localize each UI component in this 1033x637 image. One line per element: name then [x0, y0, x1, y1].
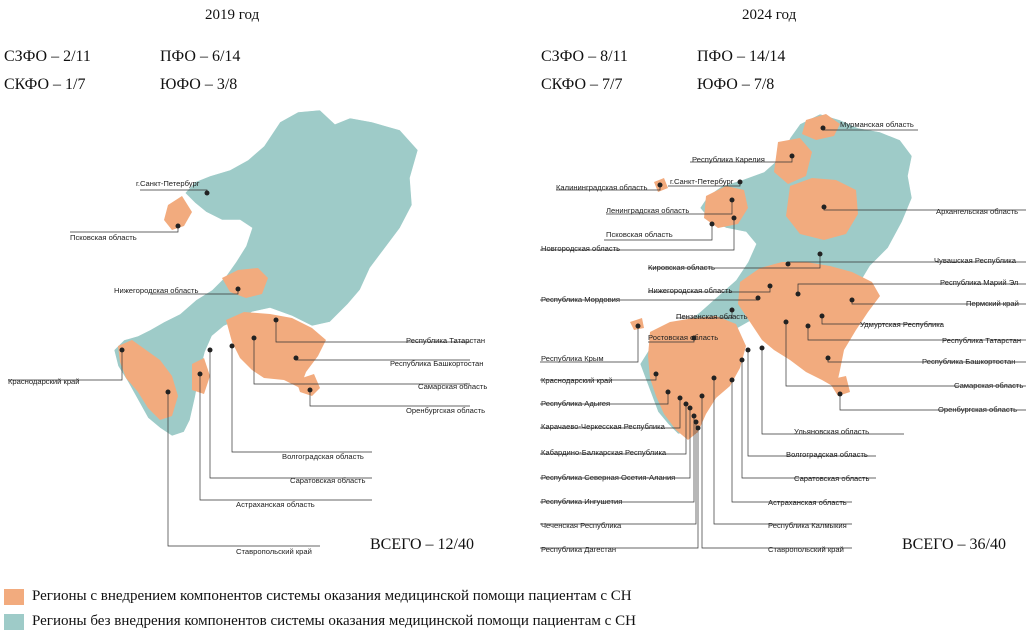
label-2019-orenburg: Оренбургская область — [406, 406, 486, 415]
total-2024: ВСЕГО – 36/40 — [902, 536, 1006, 553]
legend-implemented-text: Регионы с внедрением компонентов системы… — [32, 588, 632, 604]
label-2024-novgorod: Новгородская область — [541, 244, 621, 253]
year-2019: 2019 год — [205, 7, 260, 23]
label-2024-kchr: Карачаево-Черкесская Республика — [541, 422, 665, 431]
map-2024-arkhangelsk — [786, 178, 858, 240]
stat-2019-ufo: ЮФО – 3/8 — [160, 76, 238, 93]
legend-not-implemented-swatch — [4, 613, 24, 630]
label-2024-kirov: Кировская область — [648, 263, 715, 272]
label-2024-murmansk: Мурманская область — [840, 120, 914, 129]
map-2019-orenburg — [296, 374, 320, 396]
label-2019-stavropol: Ставропольский край — [236, 547, 312, 556]
label-2024-kbr: Кабардино-Балкарская Республика — [541, 448, 667, 457]
label-2019-bashkortostan: Республика Башкортостан — [390, 359, 484, 368]
label-2024-udmurt: Удмуртская Республика — [860, 320, 944, 329]
label-2024-crimea: Республика Крым — [541, 354, 604, 363]
label-2024-krasnodar: Краснодарский край — [541, 376, 613, 385]
legend-not-implemented-text: Регионы без внедрения компонентов систем… — [32, 613, 636, 629]
total-2019: ВСЕГО – 12/40 — [370, 536, 474, 553]
stat-2024-pfo: ПФО – 14/14 — [697, 48, 786, 65]
label-2024-saratov: Саратовская область — [794, 474, 870, 483]
stat-2019-pfo: ПФО – 6/14 — [160, 48, 241, 65]
map-2024-lenobl — [704, 186, 748, 228]
label-2024-nizhny: Нижегородская область — [648, 286, 733, 295]
legend-implemented-swatch — [4, 588, 24, 605]
label-2024-astrakhan: Астраханская область — [768, 498, 847, 507]
label-2024-volgograd: Волгоградская область — [786, 450, 868, 459]
label-2024-north-ossetia: Республика Северная Осетия-Алания — [541, 473, 676, 482]
label-2024-samara: Самарская область — [954, 381, 1024, 390]
label-2024-chuvash: Чувашская Республика — [934, 256, 1016, 265]
dots-2019 — [119, 190, 313, 395]
map-2019-krasnodar — [118, 340, 178, 420]
label-2024-mari: Республика Марий Эл — [940, 278, 1019, 287]
map-2019-pskov — [164, 196, 192, 230]
label-2019-nizhny: Нижегородская область — [114, 286, 199, 295]
label-2019-volgograd: Волгоградская область — [282, 452, 364, 461]
label-2024-arkhangelsk: Архангельская область — [936, 207, 1019, 216]
label-2024-dagestan: Республика Дагестан — [541, 545, 617, 554]
label-2024-orenburg: Оренбургская область — [938, 405, 1018, 414]
year-2024: 2024 год — [742, 7, 797, 23]
label-2019-astrakhan: Астраханская область — [236, 500, 315, 509]
leaders-2019 — [8, 189, 470, 547]
label-2024-tatarstan: Республика Татарстан — [942, 336, 1022, 345]
label-2024-bashkortostan: Республика Башкортостан — [922, 357, 1016, 366]
map-2019-volga — [226, 312, 326, 388]
label-2019-pskov: Псковская область — [70, 233, 137, 242]
label-2024-stavropol: Ставропольский край — [768, 545, 844, 554]
stat-2019-skfo: СКФО – 1/7 — [4, 76, 86, 93]
label-2024-perm: Пермский край — [966, 299, 1019, 308]
map-2019-nizhny — [222, 268, 268, 298]
label-2019-spb: г.Санкт-Петербург — [136, 179, 200, 188]
label-2024-pskov: Псковская область — [606, 230, 673, 239]
label-2024-penza: Пензенская область — [676, 312, 748, 321]
stat-2024-szfo: СЗФО – 8/11 — [541, 48, 628, 65]
label-2024-chechnya: Чеченская Республика — [541, 521, 622, 530]
label-2024-karelia: Республика Карелия — [692, 155, 765, 164]
label-2024-adygea: Республика Адыгея — [541, 399, 611, 408]
stat-2019-szfo: СЗФО – 2/11 — [4, 48, 91, 65]
label-2024-ulyanovsk: Ульяновская область — [794, 427, 870, 436]
label-2019-saratov: Саратовская область — [290, 476, 366, 485]
stat-2024-ufo: ЮФО – 7/8 — [697, 76, 775, 93]
label-2019-tatarstan: Республика Татарстан — [406, 336, 486, 345]
map-2024-south — [648, 316, 746, 440]
label-2024-kalmykia: Республика Калмыкия — [768, 521, 847, 530]
label-2019-krasnodar: Краснодарский край — [8, 377, 80, 386]
dots-2024 — [635, 125, 855, 431]
label-2024-mordovia: Республика Мордовия — [541, 295, 620, 304]
label-2024-rostov: Ростовская область — [648, 333, 719, 342]
label-2019-samara: Самарская область — [418, 382, 488, 391]
stat-2024-skfo: СКФО – 7/7 — [541, 76, 623, 93]
map-2019 — [113, 109, 419, 437]
legend-implemented: Регионы с внедрением компонентов системы… — [4, 588, 632, 605]
map-2019-base — [113, 109, 419, 437]
map-2024 — [630, 113, 913, 440]
label-2024-lenobl: Ленинградская область — [606, 206, 690, 215]
label-2024-spb: г.Санкт-Петербург — [670, 177, 734, 186]
label-2024-kaliningrad: Калининградская область — [556, 183, 648, 192]
label-2024-ingushetia: Республика Ингушетия — [541, 497, 623, 506]
map-2024-karelia — [774, 138, 812, 184]
legend-not-implemented: Регионы без внедрения компонентов систем… — [4, 613, 636, 630]
